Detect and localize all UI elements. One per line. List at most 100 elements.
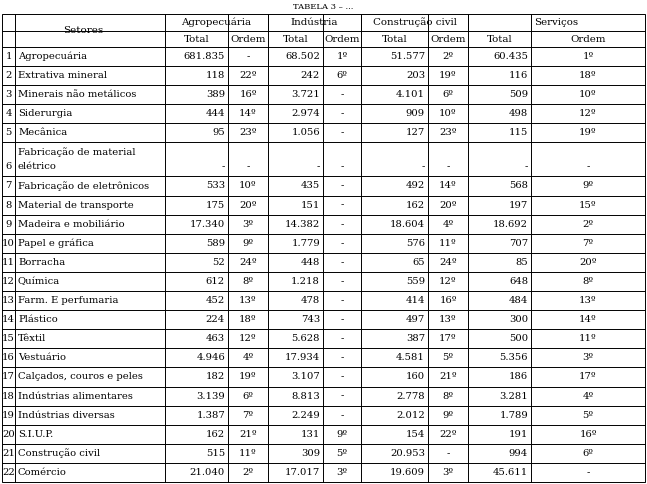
Text: -: - bbox=[340, 109, 344, 119]
Text: Setores: Setores bbox=[63, 26, 104, 35]
Text: 3.281: 3.281 bbox=[499, 392, 528, 401]
Text: 17.934: 17.934 bbox=[285, 353, 320, 363]
Text: TABELA 3 – ...: TABELA 3 – ... bbox=[293, 3, 354, 11]
Text: 2: 2 bbox=[5, 71, 12, 80]
Text: 4.581: 4.581 bbox=[396, 353, 425, 363]
Text: 13: 13 bbox=[2, 296, 15, 305]
Text: 2.249: 2.249 bbox=[291, 410, 320, 420]
Text: Construção civil: Construção civil bbox=[373, 17, 456, 28]
Text: 85: 85 bbox=[515, 258, 528, 267]
Text: Agropecuária: Agropecuária bbox=[18, 52, 87, 61]
Text: 127: 127 bbox=[406, 128, 425, 137]
Text: Siderurgia: Siderurgia bbox=[18, 109, 72, 119]
Text: 12º: 12º bbox=[439, 277, 457, 286]
Text: Total: Total bbox=[382, 34, 408, 44]
Text: -: - bbox=[340, 315, 344, 324]
Text: S.I.U.P.: S.I.U.P. bbox=[18, 430, 53, 439]
Text: 21.040: 21.040 bbox=[190, 468, 225, 477]
Text: -: - bbox=[340, 163, 344, 171]
Text: Farm. E perfumaria: Farm. E perfumaria bbox=[18, 296, 118, 305]
Text: 9º: 9º bbox=[443, 410, 454, 420]
Text: 300: 300 bbox=[509, 315, 528, 324]
Text: 498: 498 bbox=[509, 109, 528, 119]
Text: 13º: 13º bbox=[439, 315, 457, 324]
Text: 1º: 1º bbox=[582, 52, 594, 61]
Text: -: - bbox=[247, 163, 250, 171]
Text: 52: 52 bbox=[212, 258, 225, 267]
Text: elétrico: elétrico bbox=[18, 163, 57, 171]
Text: 1º: 1º bbox=[336, 52, 347, 61]
Text: 11º: 11º bbox=[579, 334, 597, 343]
Text: 8: 8 bbox=[5, 200, 12, 210]
Text: 242: 242 bbox=[301, 71, 320, 80]
Text: 1.056: 1.056 bbox=[291, 128, 320, 137]
Text: 11: 11 bbox=[2, 258, 15, 267]
Text: 589: 589 bbox=[206, 239, 225, 248]
Text: 19º: 19º bbox=[579, 128, 597, 137]
Text: 5: 5 bbox=[5, 128, 12, 137]
Text: 10º: 10º bbox=[579, 90, 597, 99]
Text: Plástico: Plástico bbox=[18, 315, 58, 324]
Text: 14: 14 bbox=[2, 315, 15, 324]
Text: Agropecuária: Agropecuária bbox=[181, 18, 252, 27]
Text: 14º: 14º bbox=[579, 315, 597, 324]
Text: 7º: 7º bbox=[243, 410, 254, 420]
Text: 65: 65 bbox=[412, 258, 425, 267]
Text: 444: 444 bbox=[206, 109, 225, 119]
Text: -: - bbox=[340, 296, 344, 305]
Text: 21º: 21º bbox=[439, 373, 457, 381]
Text: 6º: 6º bbox=[243, 392, 254, 401]
Text: 162: 162 bbox=[406, 200, 425, 210]
Text: 3º: 3º bbox=[243, 220, 254, 228]
Text: 568: 568 bbox=[509, 182, 528, 191]
Text: 15º: 15º bbox=[579, 200, 597, 210]
Text: 681.835: 681.835 bbox=[184, 52, 225, 61]
Text: 435: 435 bbox=[301, 182, 320, 191]
Text: 118: 118 bbox=[206, 71, 225, 80]
Text: 13º: 13º bbox=[579, 296, 597, 305]
Text: -: - bbox=[586, 468, 589, 477]
Text: 533: 533 bbox=[206, 182, 225, 191]
Text: -: - bbox=[340, 334, 344, 343]
Text: -: - bbox=[340, 353, 344, 363]
Text: -: - bbox=[586, 163, 589, 171]
Text: -: - bbox=[340, 410, 344, 420]
Text: 4: 4 bbox=[5, 109, 12, 119]
Text: 6: 6 bbox=[5, 163, 12, 171]
Text: Madeira e mobiliário: Madeira e mobiliário bbox=[18, 220, 125, 228]
Text: 45.611: 45.611 bbox=[493, 468, 528, 477]
Text: 389: 389 bbox=[206, 90, 225, 99]
Text: 11º: 11º bbox=[239, 449, 257, 458]
Text: 16º: 16º bbox=[239, 90, 257, 99]
Text: Fabricação de material: Fabricação de material bbox=[18, 147, 135, 157]
Text: 20.953: 20.953 bbox=[390, 449, 425, 458]
Text: 309: 309 bbox=[301, 449, 320, 458]
Text: 5º: 5º bbox=[582, 410, 593, 420]
Text: 18.604: 18.604 bbox=[390, 220, 425, 228]
Text: Papel e gráfica: Papel e gráfica bbox=[18, 239, 94, 248]
Text: -: - bbox=[340, 373, 344, 381]
Text: 51.577: 51.577 bbox=[390, 52, 425, 61]
Text: 16º: 16º bbox=[439, 296, 457, 305]
Text: 20º: 20º bbox=[439, 200, 457, 210]
Text: 463: 463 bbox=[206, 334, 225, 343]
Text: 11º: 11º bbox=[439, 239, 457, 248]
Text: -: - bbox=[446, 163, 450, 171]
Text: -: - bbox=[340, 220, 344, 228]
Text: 22º: 22º bbox=[439, 430, 457, 439]
Text: Indústria: Indústria bbox=[291, 18, 338, 27]
Text: 10º: 10º bbox=[439, 109, 457, 119]
Text: 2º: 2º bbox=[582, 220, 593, 228]
Text: -: - bbox=[446, 449, 450, 458]
Text: 17º: 17º bbox=[579, 373, 597, 381]
Text: 16: 16 bbox=[2, 353, 15, 363]
Text: 12º: 12º bbox=[579, 109, 597, 119]
Text: 3: 3 bbox=[5, 90, 12, 99]
Text: Ordem: Ordem bbox=[230, 34, 266, 44]
Text: 17: 17 bbox=[2, 373, 15, 381]
Text: 14º: 14º bbox=[239, 109, 257, 119]
Text: 8.813: 8.813 bbox=[291, 392, 320, 401]
Text: 7: 7 bbox=[5, 182, 12, 191]
Text: 17º: 17º bbox=[439, 334, 457, 343]
Text: 648: 648 bbox=[509, 277, 528, 286]
